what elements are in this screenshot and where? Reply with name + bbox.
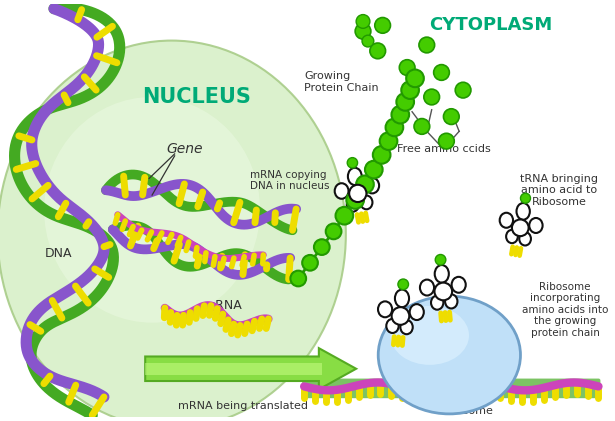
Ellipse shape (0, 40, 346, 421)
Circle shape (355, 24, 371, 39)
Text: DNA: DNA (45, 248, 73, 261)
Ellipse shape (335, 183, 349, 199)
Circle shape (362, 35, 374, 47)
Ellipse shape (445, 294, 458, 309)
Text: Growing
Protein Chain: Growing Protein Chain (304, 72, 379, 93)
Circle shape (398, 279, 408, 290)
Circle shape (424, 89, 440, 105)
Circle shape (365, 161, 383, 179)
Ellipse shape (395, 290, 409, 307)
Ellipse shape (420, 280, 434, 296)
Text: Gene: Gene (166, 142, 203, 156)
Ellipse shape (391, 306, 469, 365)
Circle shape (336, 207, 353, 224)
Text: mRNA being translated: mRNA being translated (178, 401, 308, 411)
Ellipse shape (517, 203, 530, 220)
Circle shape (347, 157, 357, 168)
Text: Ribosome: Ribosome (438, 406, 493, 416)
Circle shape (414, 119, 430, 134)
Text: NUCLEUS: NUCLEUS (142, 87, 251, 107)
Circle shape (290, 271, 306, 286)
Ellipse shape (348, 168, 362, 185)
Ellipse shape (451, 277, 466, 293)
Ellipse shape (360, 195, 373, 209)
Circle shape (435, 254, 446, 265)
Ellipse shape (347, 198, 359, 212)
Circle shape (520, 193, 531, 203)
Ellipse shape (530, 218, 542, 233)
Circle shape (314, 239, 330, 255)
Ellipse shape (365, 178, 379, 193)
Ellipse shape (500, 213, 513, 228)
Circle shape (373, 146, 391, 164)
Ellipse shape (435, 265, 449, 282)
FancyBboxPatch shape (302, 378, 600, 398)
Circle shape (438, 133, 454, 149)
Ellipse shape (519, 232, 531, 245)
Circle shape (379, 132, 397, 150)
Circle shape (419, 37, 435, 53)
Circle shape (375, 18, 391, 33)
FancyArrow shape (145, 363, 322, 375)
Circle shape (396, 93, 414, 111)
Circle shape (399, 60, 415, 75)
Text: Ribosome
incorporating
amino acids into
the growing
protein chain: Ribosome incorporating amino acids into … (522, 282, 608, 338)
Circle shape (406, 69, 424, 87)
Circle shape (386, 119, 403, 136)
Ellipse shape (44, 97, 260, 322)
Circle shape (443, 109, 459, 125)
Ellipse shape (400, 320, 413, 334)
Circle shape (326, 224, 341, 239)
Circle shape (392, 106, 409, 123)
Ellipse shape (410, 304, 424, 320)
Text: tRNA bringing
amino acid to
Ribosome: tRNA bringing amino acid to Ribosome (520, 173, 598, 207)
Circle shape (356, 15, 370, 28)
Circle shape (401, 81, 419, 99)
Circle shape (392, 307, 409, 325)
Circle shape (370, 43, 386, 59)
Circle shape (346, 191, 364, 209)
Text: CYTOPLASM: CYTOPLASM (429, 16, 552, 35)
Text: Free amino ccids: Free amino ccids (397, 144, 490, 154)
Circle shape (434, 282, 452, 300)
Circle shape (356, 176, 374, 193)
Circle shape (512, 219, 529, 236)
Ellipse shape (378, 296, 520, 414)
Circle shape (434, 64, 450, 80)
Circle shape (302, 255, 318, 271)
Ellipse shape (386, 319, 399, 333)
Circle shape (349, 185, 367, 202)
Ellipse shape (506, 230, 518, 243)
Text: mRNA copying
DNA in nucleus: mRNA copying DNA in nucleus (250, 170, 330, 191)
Circle shape (455, 82, 471, 98)
Ellipse shape (378, 301, 392, 317)
Ellipse shape (431, 296, 443, 310)
FancyArrow shape (145, 348, 356, 389)
Text: mRNA: mRNA (204, 299, 243, 312)
